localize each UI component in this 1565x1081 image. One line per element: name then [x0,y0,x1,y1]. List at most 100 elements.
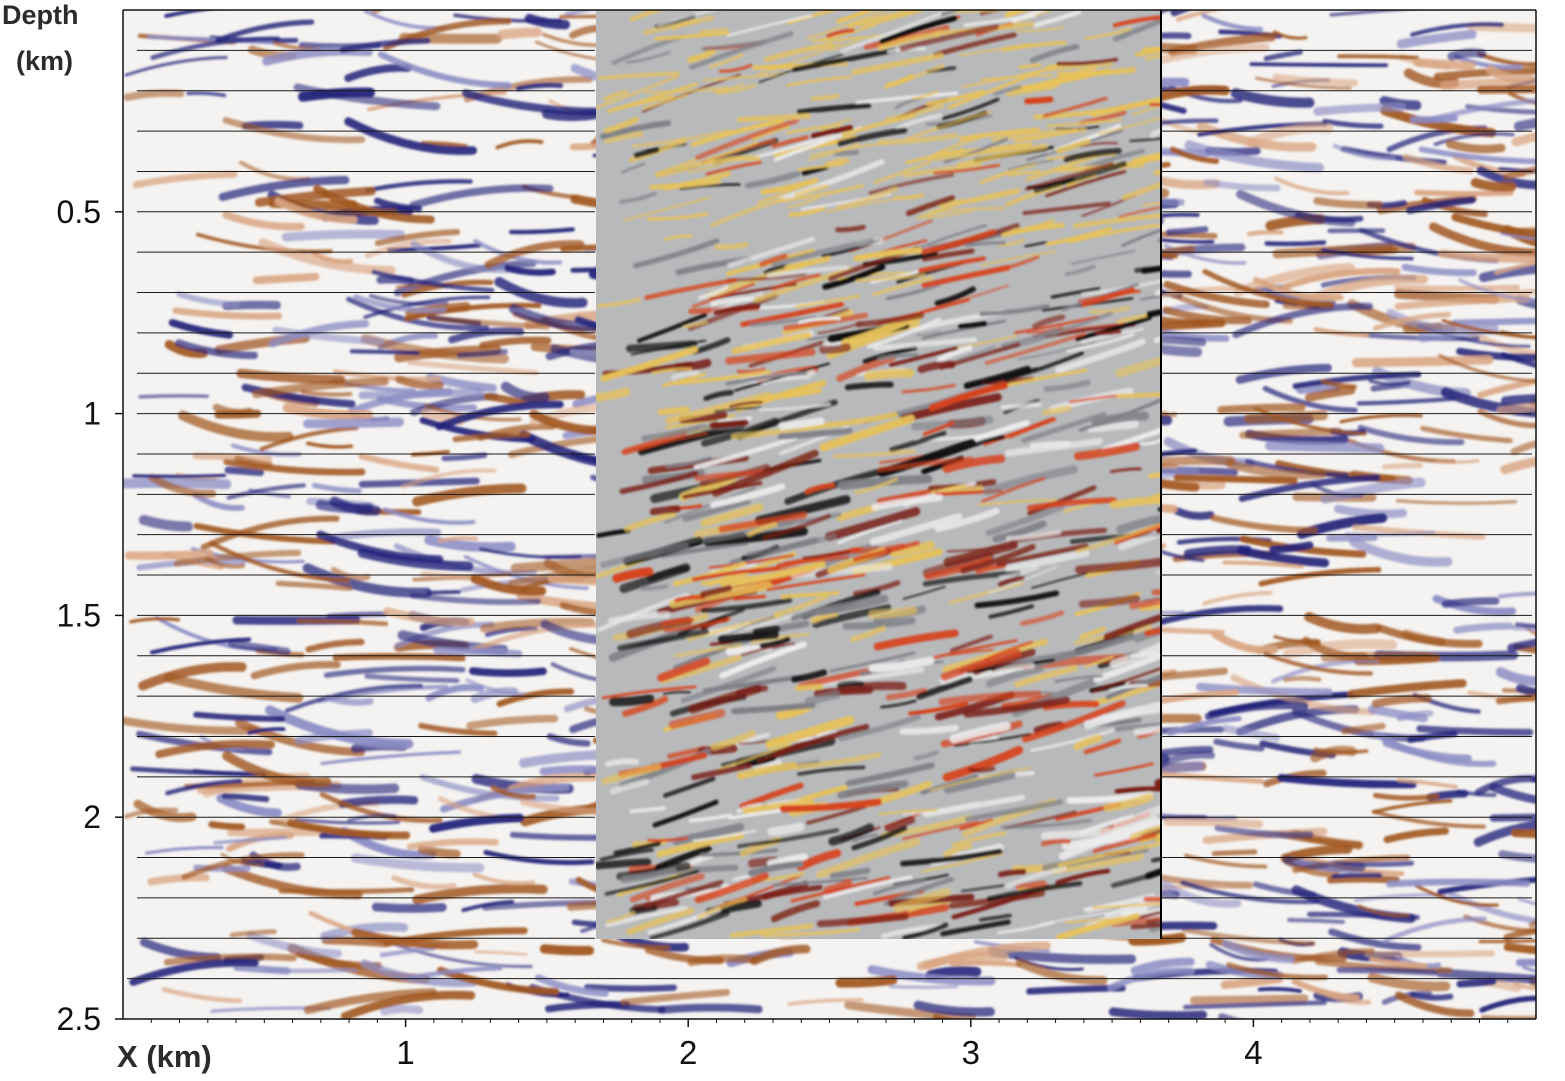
background-reflector [1263,651,1373,676]
background-reflector [164,673,304,703]
inset-reflector [853,247,923,262]
inset-reflector [596,387,631,402]
background-reflector [1108,1007,1208,1019]
inset-reflector [597,71,680,80]
background-reflector [412,884,548,905]
inset-reflector [713,405,762,413]
inset-reflector [933,163,1001,175]
background-reflector [351,928,479,950]
background-reflector [371,269,495,293]
background-reflector [949,960,1023,968]
inset-reflector [854,477,898,495]
inset-reflector [700,848,779,857]
inset-reflector [1026,322,1126,334]
inset-reflector [774,138,827,160]
inset-reflector [771,273,821,291]
background-reflector [1477,378,1536,399]
background-reflector [1130,957,1195,975]
background-reflector [479,336,552,349]
inset-reflector [1111,869,1162,888]
background-reflector [1356,396,1456,406]
inset-reflector [868,656,935,673]
inset-reflector [1073,442,1141,461]
inset-reflector [845,762,935,787]
inset-reflector [619,470,699,495]
inset-reflector [880,699,917,709]
background-reflector [1211,849,1258,857]
inset-reflector [832,449,917,459]
inset-reflector [700,503,764,527]
background-reflector [1510,440,1536,456]
background-reflector [1273,30,1308,40]
background-reflector [509,227,575,235]
inset-reflector [672,19,700,31]
inset-reflector [1109,684,1148,692]
background-reflector [163,953,297,966]
background-reflector [358,387,485,400]
inset-reflector [816,913,909,928]
inset-reflector [940,648,1022,681]
inset-reflector [652,799,719,828]
inset-reflector [967,766,996,773]
inset-reflector [872,879,925,896]
background-reflector [129,617,181,624]
inset-reflector [752,625,781,635]
background-reflector [539,765,598,776]
inset-reflector [669,581,773,608]
inset-reflector [1045,169,1127,198]
inset-reflector [1029,43,1080,64]
inset-reflector [1078,397,1162,432]
inset-reflector [899,724,959,735]
background-reflector [1367,705,1428,723]
background-reflector [1320,988,1372,1006]
inset-reflector [596,858,652,870]
inset-reflector [771,238,875,268]
inset-reflector-strokes [596,10,1162,939]
background-reflector [124,807,179,819]
background-reflector [474,950,528,957]
background-reflector [1239,427,1343,439]
inset-reflector [1150,127,1162,138]
background-reflector [368,293,449,307]
inset-reflector [653,31,731,41]
inset-reflector [646,212,709,221]
inset-reflector [783,312,869,331]
background-reflector [1496,402,1536,416]
inset-reflector [889,540,935,558]
inset-reflector [656,10,719,27]
background-reflector [468,667,547,677]
inset-reflector [829,651,916,673]
inset-reflector [702,72,786,82]
inset-reflector [964,241,1006,248]
background-reflector [1513,118,1536,132]
background-reflector [470,574,547,596]
background-reflector [209,541,350,583]
inset-reflector [1144,867,1162,880]
background-reflector [259,425,359,452]
background-reflector [483,849,595,866]
inset-reflector [1004,438,1103,457]
inset-reflector [938,188,1020,208]
inset-reflector [1042,96,1108,118]
inset-reflector [718,511,807,533]
background-reflector [284,683,423,713]
inset-reflector [958,345,997,361]
background-reflector [161,987,243,1004]
inset-reflector [604,869,700,896]
inset-reflector [958,127,1040,141]
inset-reflector [1030,728,1116,752]
background-reflector [1435,968,1536,984]
background-reflector [1525,626,1536,636]
inset-reflector [998,576,1026,588]
background-reflector [1184,140,1325,173]
background-reflector [1402,153,1474,175]
inset-reflector [1122,181,1162,201]
inset-reflector [868,172,955,196]
inset-reflector [827,134,857,146]
background-reflector [1477,85,1536,94]
background-reflector [1409,991,1454,1001]
inset-reflector [745,170,801,189]
background-reflector [1440,77,1536,91]
inset-reflector [934,286,976,306]
background-reflector [265,705,414,749]
